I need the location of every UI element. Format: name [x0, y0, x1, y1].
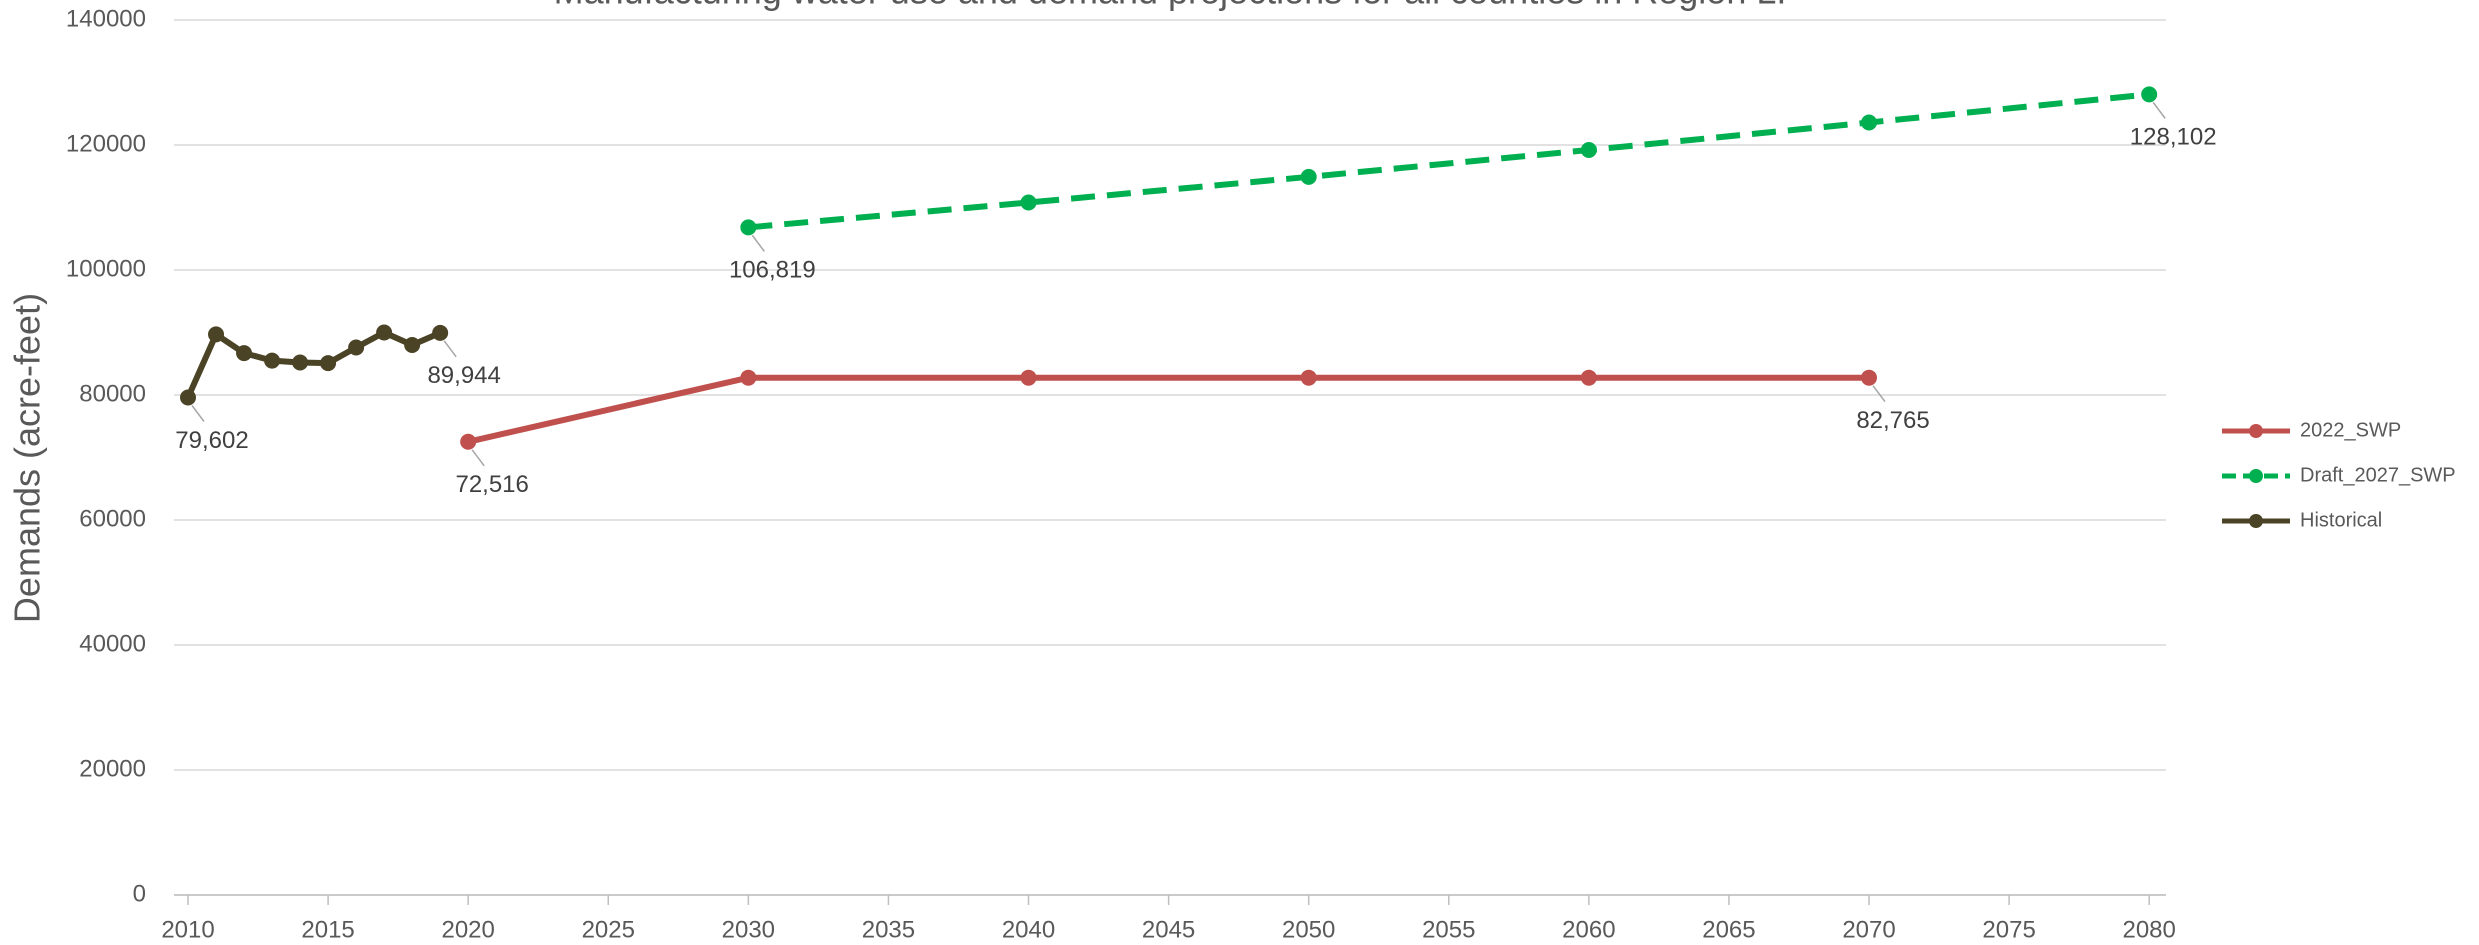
x-tick-label: 2025	[582, 916, 635, 943]
y-tick-label: 20000	[79, 755, 146, 782]
y-tick-label: 0	[133, 880, 146, 907]
chart-title: Manufacturing water use and demand proje…	[554, 0, 1787, 12]
x-tick-label: 2030	[722, 916, 775, 943]
data-point	[460, 433, 477, 450]
data-point	[1020, 369, 1037, 386]
data-point	[320, 355, 337, 372]
legend-label: Historical	[2300, 509, 2382, 531]
data-label: 128,102	[2130, 124, 2217, 151]
x-tick-label: 2015	[301, 916, 354, 943]
data-point	[236, 345, 253, 362]
data-point	[1020, 194, 1037, 211]
series-line	[185, 329, 442, 399]
x-tick-label: 2060	[1562, 916, 1615, 943]
y-axis-label: Demands (acre-feet)	[7, 293, 48, 623]
leader-line	[1872, 385, 1886, 403]
legend-label: 2022_SWP	[2300, 419, 2401, 441]
leader-line	[191, 405, 205, 422]
y-tick-label: 120000	[66, 130, 146, 157]
series-line	[748, 91, 2150, 231]
data-label: 82,765	[1856, 407, 1929, 434]
data-point	[1580, 142, 1597, 158]
x-tick-label: 2065	[1702, 916, 1755, 943]
data-point	[264, 352, 281, 369]
x-tick-label: 2070	[1842, 916, 1895, 943]
data-point	[740, 219, 757, 236]
leader-line	[471, 449, 485, 467]
x-tick-label: 2035	[862, 916, 915, 943]
data-point	[208, 326, 225, 343]
legend-marker	[2249, 514, 2263, 528]
legend-label: Draft_2027_SWP	[2300, 464, 2456, 486]
data-label: 106,819	[729, 257, 816, 284]
data-point	[1861, 369, 1878, 386]
x-tick-label: 2075	[1982, 916, 2035, 943]
data-point	[1300, 369, 1317, 386]
data-point	[180, 389, 197, 406]
legend-marker	[2249, 469, 2263, 483]
data-point	[292, 354, 309, 371]
y-tick-label: 40000	[79, 630, 146, 657]
x-tick-label: 2050	[1282, 916, 1335, 943]
series-line	[467, 374, 1870, 445]
x-tick-label: 2040	[1002, 916, 1055, 943]
leader-line	[2152, 101, 2166, 119]
data-point	[1300, 168, 1317, 185]
data-point	[1861, 114, 1878, 131]
x-tick-label: 2045	[1142, 916, 1195, 943]
data-point	[376, 324, 393, 341]
data-label: 72,516	[455, 471, 528, 498]
x-tick-label: 2055	[1422, 916, 1475, 943]
data-point	[2141, 86, 2158, 103]
data-point	[432, 324, 449, 341]
data-label: 89,944	[427, 362, 500, 389]
legend-marker	[2249, 424, 2263, 438]
x-tick-label: 2080	[2122, 916, 2175, 943]
data-point	[1580, 369, 1597, 386]
y-tick-label: 100000	[66, 255, 146, 282]
x-tick-label: 2010	[161, 916, 214, 943]
data-point	[740, 369, 757, 386]
y-tick-label: 80000	[79, 380, 146, 407]
leader-line	[443, 340, 457, 358]
data-point	[404, 337, 421, 353]
data-point	[348, 339, 365, 356]
y-tick-label: 60000	[79, 505, 146, 532]
data-label: 79,602	[175, 427, 248, 454]
leader-line	[751, 234, 765, 252]
y-tick-label: 140000	[66, 5, 146, 32]
x-tick-label: 2020	[441, 916, 494, 943]
